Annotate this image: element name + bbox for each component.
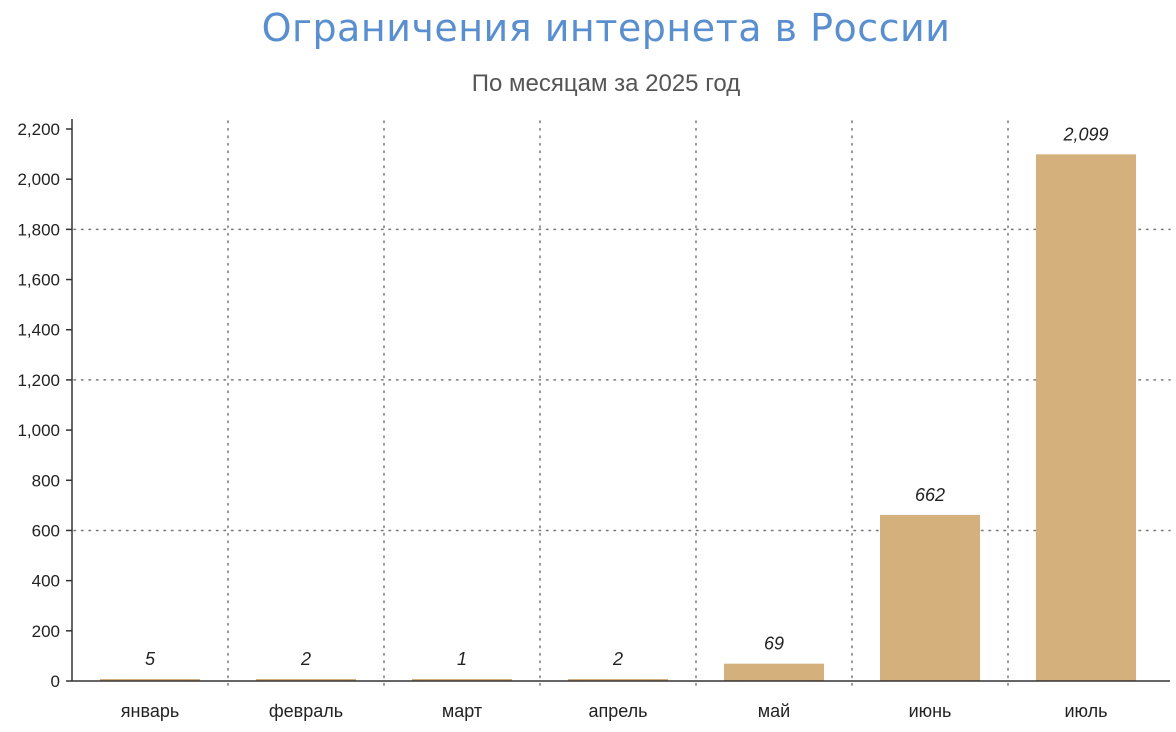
bar <box>256 679 356 681</box>
chart-subtitle: По месяцам за 2025 год <box>471 70 741 97</box>
y-tick-label: 1,200 <box>17 371 60 390</box>
data-label: 2 <box>612 649 623 669</box>
y-tick-label: 2,000 <box>17 170 60 189</box>
bars <box>100 154 1136 682</box>
data-label: 1 <box>457 649 467 669</box>
y-tick-label: 600 <box>32 521 60 540</box>
grid-lines <box>73 120 1171 690</box>
bar <box>724 663 824 681</box>
data-label: 69 <box>764 634 784 654</box>
y-tick-label: 200 <box>32 622 60 641</box>
x-category-label: июнь <box>909 701 952 721</box>
x-category-label: март <box>442 701 482 721</box>
y-tick-label: 1,600 <box>17 271 60 290</box>
bar <box>568 679 668 681</box>
data-label: 2 <box>300 649 311 669</box>
axes <box>66 119 1170 682</box>
bar <box>100 679 200 681</box>
y-tick-label: 1,800 <box>17 220 60 239</box>
labels: 0 200 400 600 800 1,000 1,200 1,400 1,600 1,800 2,… <box>17 120 1108 721</box>
bar <box>880 514 980 681</box>
y-tick-label: 1,400 <box>17 321 60 340</box>
chart-title: Ограничения интернета в России <box>261 6 951 50</box>
data-label: 5 <box>145 649 156 669</box>
x-category-label: май <box>758 701 790 721</box>
y-tick-label: 1,000 <box>17 421 60 440</box>
x-category-label: январь <box>121 701 179 721</box>
y-tick-label: 400 <box>32 572 60 591</box>
x-category-label: июль <box>1064 701 1107 721</box>
y-tick-label: 800 <box>32 471 60 490</box>
bar <box>412 679 512 681</box>
y-tick-label: 0 <box>51 672 60 691</box>
x-category-label: февраль <box>269 701 343 721</box>
bar <box>1036 154 1136 682</box>
data-label: 2,099 <box>1062 124 1108 144</box>
y-tick-label: 2,200 <box>17 120 60 139</box>
x-category-label: апрель <box>588 701 647 721</box>
data-label: 662 <box>915 485 945 505</box>
